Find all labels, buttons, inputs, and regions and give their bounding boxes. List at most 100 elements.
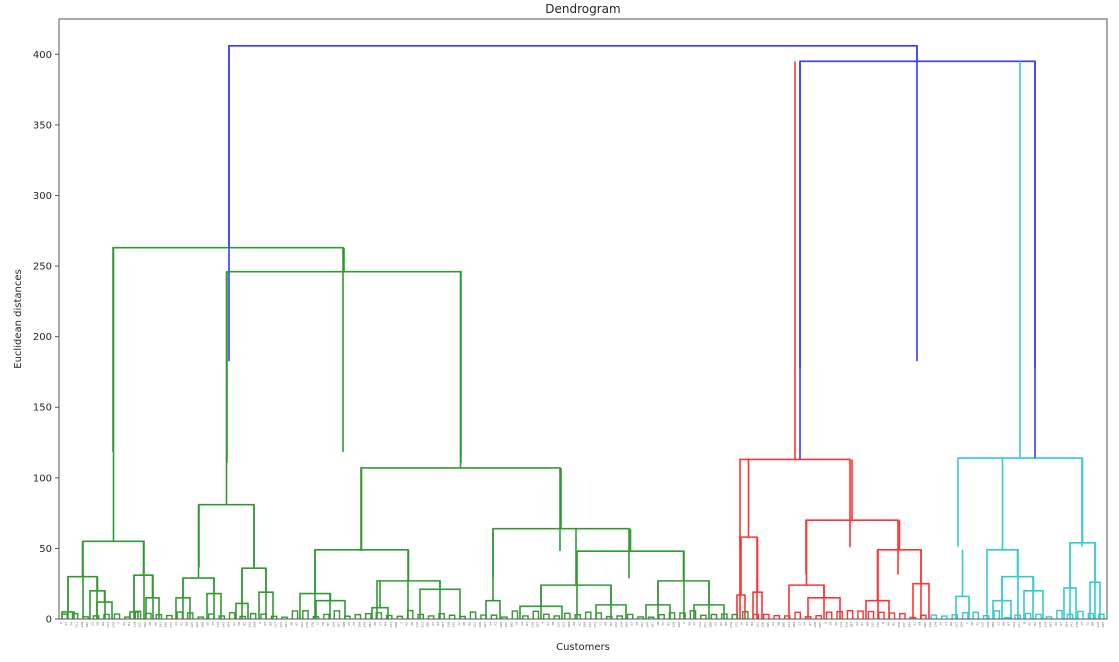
leaf-label: 112 <box>981 622 985 628</box>
leaf-label: 160 <box>478 622 482 628</box>
leaf-label: 37 <box>64 622 68 626</box>
leaf-label: 14 <box>174 622 178 626</box>
leaf-label: 65 <box>295 622 299 626</box>
leaf-label: 164 <box>960 622 964 628</box>
leaf-label: 16 <box>939 622 943 626</box>
leaf-label: 161 <box>337 622 341 628</box>
leaf-label: 32 <box>771 622 775 626</box>
plot-frame <box>58 18 1108 620</box>
dendrogram-link <box>145 597 160 619</box>
leaf-label: 175 <box>452 622 456 628</box>
leaf-label: 82 <box>1033 622 1037 626</box>
leaf-label: 86 <box>467 622 471 626</box>
leaf-label: 157 <box>902 622 906 628</box>
leaf-label: 109 <box>357 622 361 628</box>
leaf-label: 68 <box>918 622 922 626</box>
dendrogram-link <box>492 527 630 579</box>
leaf-label: 46 <box>886 622 890 626</box>
leaf-label: 88 <box>185 622 189 626</box>
leaf-label: 41 <box>546 622 550 626</box>
leaf-label: 62 <box>719 622 723 626</box>
leaf-label: 149 <box>986 622 990 628</box>
leaf-label: 18 <box>656 622 660 626</box>
y-tick-label: 100 <box>33 473 52 484</box>
leaf-label: 44 <box>122 622 126 626</box>
leaf-label: 131 <box>389 622 393 628</box>
leaf-label: 29 <box>148 622 152 626</box>
leaf-label: 147 <box>221 622 225 628</box>
leaf-label: 27 <box>431 622 435 626</box>
leaf-label: 22 <box>90 622 94 626</box>
leaf-label: 55 <box>661 622 665 626</box>
leaf-label: 115 <box>556 622 560 628</box>
leaf-label: 142 <box>928 622 932 628</box>
leaf-label: 197 <box>483 622 487 628</box>
leaf-label: 129 <box>672 622 676 628</box>
leaf-label: 188 <box>708 622 712 628</box>
leaf-label: 1 <box>965 622 969 624</box>
leaf-label: 151 <box>703 622 707 628</box>
leaf-label: 77 <box>693 622 697 626</box>
leaf-label: 194 <box>907 622 911 628</box>
leaf-label: 174 <box>593 622 597 628</box>
leaf-label: 152 <box>562 622 566 628</box>
leaf-label: 144 <box>645 622 649 628</box>
leaf-label: 196 <box>625 622 629 628</box>
leaf-label: 25 <box>714 622 718 626</box>
leaf-label: 140 <box>164 622 168 628</box>
leaf-label: 93 <box>525 622 529 626</box>
leaf-label: 156 <box>1043 622 1047 628</box>
leaf-label: 184 <box>227 622 231 628</box>
leaf-label: 104 <box>1064 622 1068 628</box>
leaf-label: 63 <box>577 622 581 626</box>
leaf-label: 111 <box>75 622 79 628</box>
dendrogram-link <box>955 595 970 619</box>
leaf-label: 9 <box>881 622 885 624</box>
leaf-label: 154 <box>279 622 283 628</box>
leaf-label: 20 <box>373 622 377 626</box>
leaf-label: 177 <box>169 622 173 628</box>
x-axis-label: Customers <box>556 642 610 653</box>
leaf-label: 96 <box>101 622 105 626</box>
leaf-label: 91 <box>808 622 812 626</box>
leaf-label: 141 <box>1070 622 1074 628</box>
leaf-label: 71 <box>494 622 498 626</box>
dendrogram-link <box>228 45 918 362</box>
dendrogram-link <box>739 536 758 619</box>
leaf-label: 127 <box>954 622 958 628</box>
dendrogram-link <box>198 503 255 568</box>
dendrogram-link <box>360 467 561 552</box>
leaf-label: 12 <box>457 622 461 626</box>
leaf-label: 94 <box>384 622 388 626</box>
dendrogram-link <box>912 582 930 619</box>
leaf-label: 130 <box>530 622 534 628</box>
dendrogram-link <box>1023 589 1044 619</box>
leaf-label: 90 <box>949 622 953 626</box>
y-axis-ticks: 0 50 100 150 200 250 300 350 400 <box>33 50 59 626</box>
leaf-label: 97 <box>1007 622 1011 626</box>
leaf-label: 48 <box>604 622 608 626</box>
y-tick-label: 400 <box>33 50 52 61</box>
leaf-label: 199 <box>200 622 204 628</box>
leaf-label: 98 <box>865 622 869 626</box>
leaf-label: 3 <box>682 622 686 624</box>
x-axis-leaf-labels: 0 37 74 111 148 185 22 59 96 133 170 7 44 81 118 155 192… <box>59 622 1105 628</box>
leaf-label: 39 <box>829 622 833 626</box>
leaf-label: 170 <box>111 622 115 628</box>
leaf-label: 103 <box>158 622 162 628</box>
leaf-label: 101 <box>441 622 445 628</box>
leaf-label: 116 <box>415 622 419 628</box>
leaf-label: 153 <box>420 622 424 628</box>
leaf-label: 8 <box>1022 622 1026 624</box>
leaf-label: 78 <box>551 622 555 626</box>
leaf-label: 5 <box>399 622 403 624</box>
y-tick-label: 300 <box>33 191 52 202</box>
leaf-label: 61 <box>860 622 864 626</box>
leaf-label: 26 <box>572 622 576 626</box>
leaf-label: 119 <box>1038 622 1042 628</box>
leaf-label: 57 <box>378 622 382 626</box>
leaf-label: 79 <box>410 622 414 626</box>
leaf-label: 10 <box>740 622 744 626</box>
leaf-label: 145 <box>504 622 508 628</box>
leaf-label: 105 <box>923 622 927 628</box>
